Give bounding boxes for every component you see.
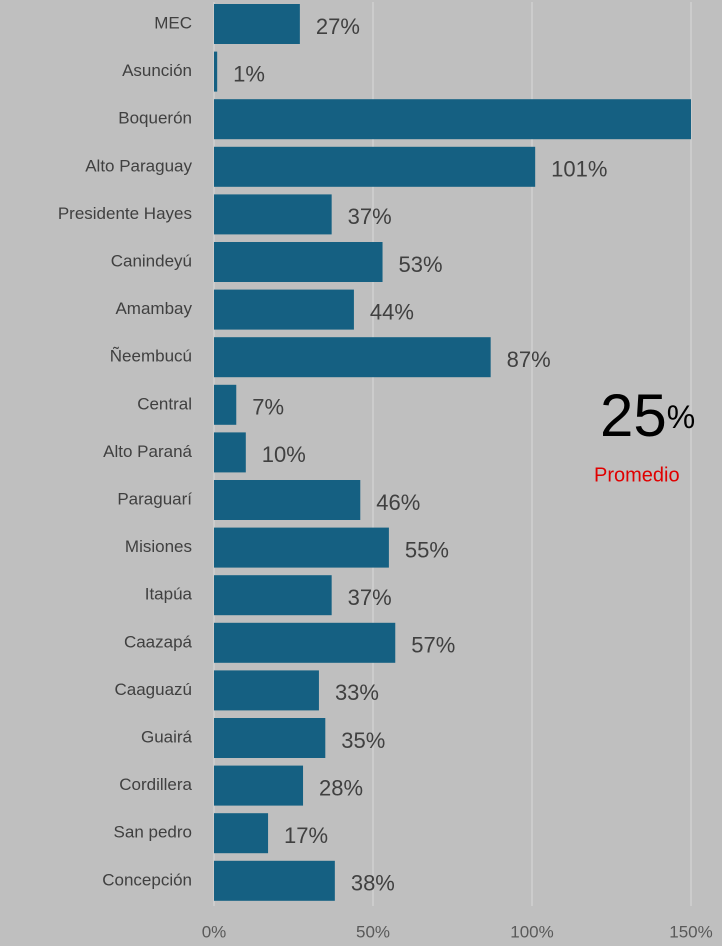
data-label: 28% xyxy=(319,775,363,800)
y-tick-label: Boquerón xyxy=(118,109,192,128)
bar xyxy=(214,289,354,330)
y-tick-label: Ñeembucú xyxy=(110,347,192,366)
data-label: 87% xyxy=(507,347,551,372)
labels: 0% 50% 100% 150% MEC 27% Asunción 1% Boquerón Alt… xyxy=(58,13,713,941)
bar xyxy=(214,432,246,473)
y-tick-label: San pedro xyxy=(114,823,192,842)
data-label: 7% xyxy=(252,395,284,420)
data-label: 57% xyxy=(411,633,455,658)
y-tick-label: Central xyxy=(137,394,192,413)
y-tick-label: Amambay xyxy=(115,299,192,318)
y-tick-label: Caaguazú xyxy=(114,680,192,699)
data-label: 44% xyxy=(370,299,414,324)
data-label: 38% xyxy=(351,871,395,896)
bar xyxy=(214,480,361,520)
data-label: 101% xyxy=(551,157,607,182)
bar xyxy=(214,194,332,235)
data-label: 46% xyxy=(376,490,420,515)
data-label: 35% xyxy=(341,728,385,753)
data-label: 10% xyxy=(262,442,306,467)
y-tick-label: Cordillera xyxy=(119,775,192,794)
average-caption: Promedio xyxy=(594,464,680,486)
y-tick-label: Guairá xyxy=(141,727,193,746)
y-tick-label: Paraguarí xyxy=(117,489,192,508)
y-tick-label: Presidente Hayes xyxy=(58,204,192,223)
bar xyxy=(214,384,237,425)
data-label: 37% xyxy=(348,204,392,229)
data-label: 17% xyxy=(284,823,328,848)
x-tick-label: 150% xyxy=(669,922,712,941)
y-tick-label: Canindeyú xyxy=(111,251,192,270)
x-tick-label: 0% xyxy=(202,922,227,941)
x-tick-label: 50% xyxy=(356,922,390,941)
bar xyxy=(214,527,389,568)
y-tick-label: Alto Paraguay xyxy=(85,156,192,175)
average-value: 25 xyxy=(600,382,667,449)
average-annotation: 25% xyxy=(600,382,695,449)
data-label: 27% xyxy=(316,14,360,39)
average-unit: % xyxy=(667,399,695,435)
data-label: 37% xyxy=(348,585,392,610)
y-tick-label: Itapúa xyxy=(145,585,193,604)
bar xyxy=(214,575,332,616)
bar xyxy=(214,99,691,140)
bar xyxy=(214,146,536,187)
bar xyxy=(214,860,335,901)
x-tick-label: 100% xyxy=(510,922,553,941)
bars xyxy=(214,4,691,901)
y-tick-label: Caazapá xyxy=(124,632,193,651)
y-tick-label: Misiones xyxy=(125,537,192,556)
y-tick-label: Alto Paraná xyxy=(103,442,192,461)
bar xyxy=(214,718,326,758)
bar xyxy=(214,622,396,663)
bar xyxy=(214,242,383,282)
bar xyxy=(214,4,300,44)
bar xyxy=(214,813,269,854)
bar xyxy=(214,765,304,806)
data-label: 55% xyxy=(405,537,449,562)
bar xyxy=(214,51,218,92)
y-tick-label: MEC xyxy=(154,13,192,32)
bar xyxy=(214,337,491,378)
y-tick-label: Concepción xyxy=(102,870,192,889)
data-label: 33% xyxy=(335,680,379,705)
data-label: 53% xyxy=(399,252,443,277)
bar xyxy=(214,670,319,711)
y-tick-label: Asunción xyxy=(122,61,192,80)
data-label: 1% xyxy=(233,61,265,86)
